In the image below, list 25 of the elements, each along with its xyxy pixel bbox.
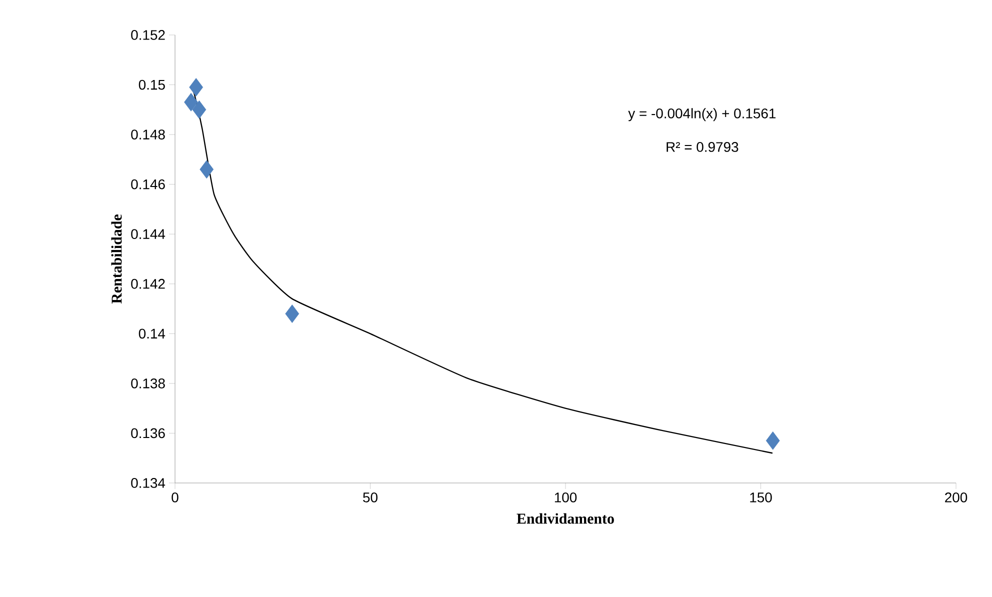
point <box>189 78 204 96</box>
point <box>200 160 214 179</box>
y-tick-label: 0.138 <box>131 378 165 388</box>
x-tick-label: 50 <box>363 492 378 502</box>
y-tick-label: 0.144 <box>131 229 166 240</box>
y-tick-label: 0.152 <box>131 30 165 40</box>
point <box>766 431 780 450</box>
annotation: R² = 0.9793 <box>666 142 738 152</box>
annotation: y = -0.004ln(x) + 0.1561 <box>628 108 776 122</box>
point <box>192 100 206 119</box>
point <box>285 304 300 323</box>
y-tick-label: 0.148 <box>131 130 165 140</box>
y-tick-label: 0.136 <box>131 428 165 438</box>
x-tick-label: 0 <box>172 492 178 502</box>
point <box>184 92 198 112</box>
y-tick-label: 0.134 <box>131 478 166 488</box>
x-tick-label: 200 <box>945 492 968 502</box>
x-axis-title: Endividamento <box>516 513 614 524</box>
y-tick-label: 0.14 <box>138 328 166 339</box>
y-tick-label: 0.142 <box>131 278 165 289</box>
y-axis-title: Rentabilidade <box>111 214 122 304</box>
x-tick-label: 150 <box>750 492 772 502</box>
y-tick-label: 0.15 <box>138 80 165 90</box>
y-tick-label: 0.146 <box>131 179 165 190</box>
x-tick-label: 100 <box>554 492 577 502</box>
